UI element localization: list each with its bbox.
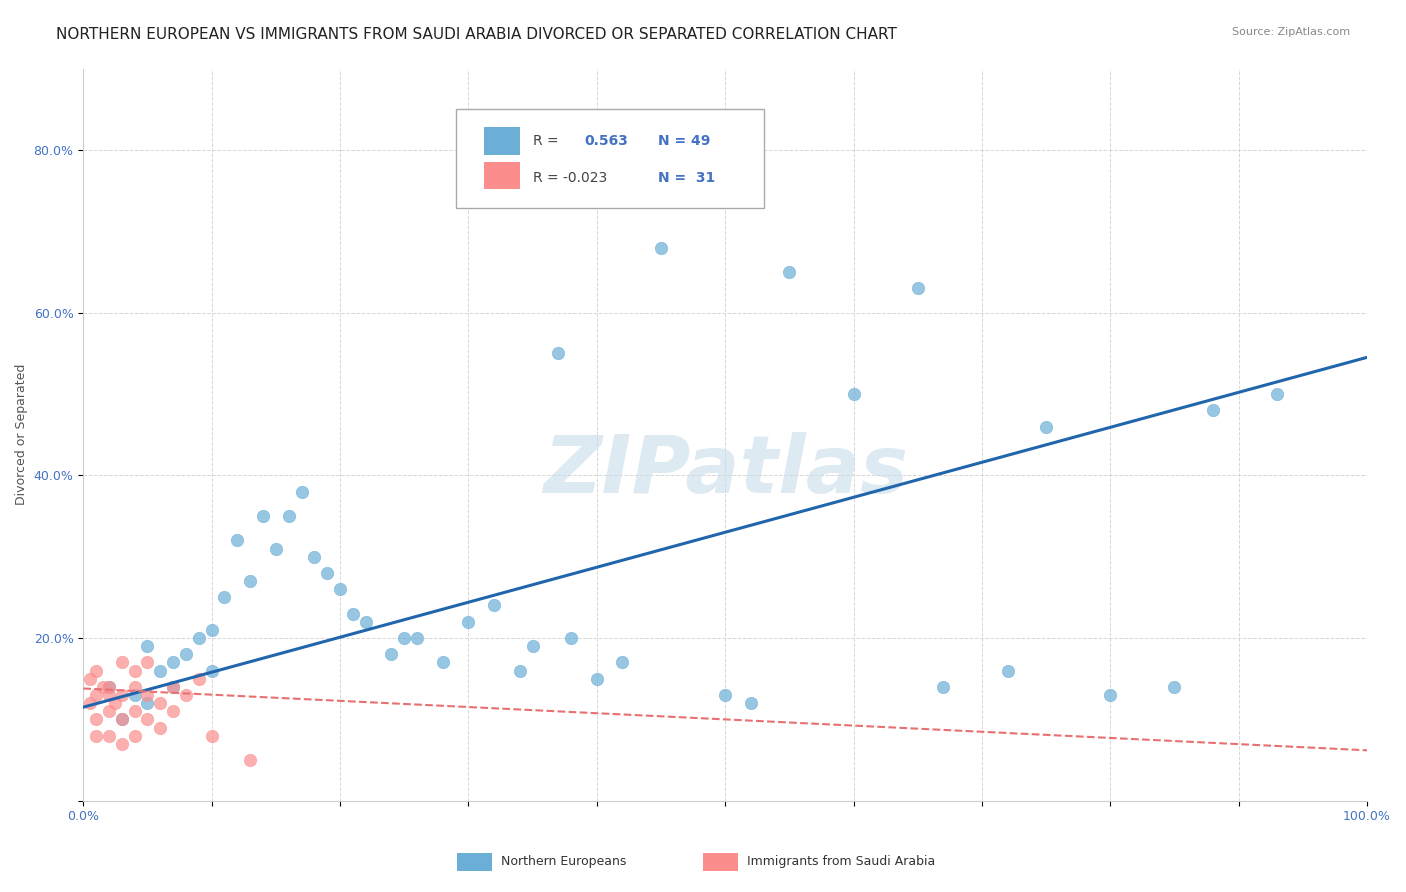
- Point: [264, 541, 287, 556]
- Point: [124, 680, 146, 694]
- Point: [522, 639, 544, 653]
- Point: [252, 508, 274, 523]
- Point: [111, 737, 134, 751]
- Point: [136, 688, 159, 702]
- Point: [342, 607, 364, 621]
- Point: [997, 664, 1019, 678]
- Point: [1202, 403, 1225, 417]
- Point: [457, 615, 479, 629]
- Point: [740, 696, 762, 710]
- Point: [226, 533, 249, 548]
- Point: [380, 648, 402, 662]
- Point: [714, 688, 737, 702]
- Text: R =: R =: [533, 134, 558, 148]
- Point: [124, 688, 146, 702]
- Point: [406, 631, 429, 645]
- Text: Immigrants from Saudi Arabia: Immigrants from Saudi Arabia: [747, 855, 935, 868]
- Point: [304, 549, 326, 564]
- Point: [239, 574, 262, 588]
- Point: [174, 688, 197, 702]
- Point: [432, 656, 454, 670]
- Point: [162, 704, 184, 718]
- Point: [149, 721, 172, 735]
- Point: [290, 484, 312, 499]
- Y-axis label: Divorced or Separated: Divorced or Separated: [15, 364, 28, 506]
- Point: [778, 265, 800, 279]
- Point: [149, 664, 172, 678]
- Point: [97, 688, 120, 702]
- Point: [104, 696, 127, 710]
- Point: [84, 713, 107, 727]
- Text: 0.563: 0.563: [583, 134, 628, 148]
- Point: [162, 680, 184, 694]
- Point: [214, 591, 236, 605]
- Point: [201, 623, 224, 637]
- FancyBboxPatch shape: [484, 127, 520, 155]
- Point: [329, 582, 352, 597]
- Point: [547, 346, 569, 360]
- Point: [84, 664, 107, 678]
- Point: [932, 680, 955, 694]
- Point: [354, 615, 377, 629]
- Point: [187, 631, 209, 645]
- Point: [201, 729, 224, 743]
- Point: [111, 656, 134, 670]
- Point: [124, 704, 146, 718]
- Text: NORTHERN EUROPEAN VS IMMIGRANTS FROM SAUDI ARABIA DIVORCED OR SEPARATED CORRELAT: NORTHERN EUROPEAN VS IMMIGRANTS FROM SAU…: [56, 27, 897, 42]
- FancyBboxPatch shape: [484, 161, 520, 189]
- Point: [136, 656, 159, 670]
- Point: [79, 696, 101, 710]
- Point: [174, 648, 197, 662]
- Point: [1265, 387, 1288, 401]
- Point: [136, 639, 159, 653]
- Point: [201, 664, 224, 678]
- Point: [111, 688, 134, 702]
- Point: [124, 664, 146, 678]
- Text: Northern Europeans: Northern Europeans: [501, 855, 626, 868]
- FancyBboxPatch shape: [456, 109, 763, 208]
- Point: [585, 672, 607, 686]
- Point: [650, 240, 672, 254]
- Point: [111, 713, 134, 727]
- Point: [1035, 419, 1057, 434]
- Point: [162, 680, 184, 694]
- Point: [1163, 680, 1185, 694]
- Text: N =  31: N = 31: [658, 170, 716, 185]
- Point: [97, 729, 120, 743]
- Point: [907, 281, 929, 295]
- Point: [149, 696, 172, 710]
- Point: [392, 631, 415, 645]
- Text: ZIPatlas: ZIPatlas: [543, 433, 908, 510]
- Point: [162, 656, 184, 670]
- Point: [84, 688, 107, 702]
- Point: [239, 753, 262, 767]
- Point: [509, 664, 531, 678]
- Point: [84, 729, 107, 743]
- Point: [1099, 688, 1122, 702]
- Point: [187, 672, 209, 686]
- Point: [136, 713, 159, 727]
- Text: R = -0.023: R = -0.023: [533, 170, 607, 185]
- Point: [316, 566, 339, 580]
- Point: [277, 508, 299, 523]
- Point: [97, 680, 120, 694]
- Point: [79, 672, 101, 686]
- Point: [482, 599, 505, 613]
- Point: [842, 387, 865, 401]
- Point: [111, 713, 134, 727]
- Point: [136, 696, 159, 710]
- Point: [560, 631, 582, 645]
- Text: Source: ZipAtlas.com: Source: ZipAtlas.com: [1232, 27, 1350, 37]
- Point: [97, 680, 120, 694]
- Point: [612, 656, 634, 670]
- Text: N = 49: N = 49: [658, 134, 711, 148]
- Point: [124, 729, 146, 743]
- Point: [97, 704, 120, 718]
- Point: [91, 680, 114, 694]
